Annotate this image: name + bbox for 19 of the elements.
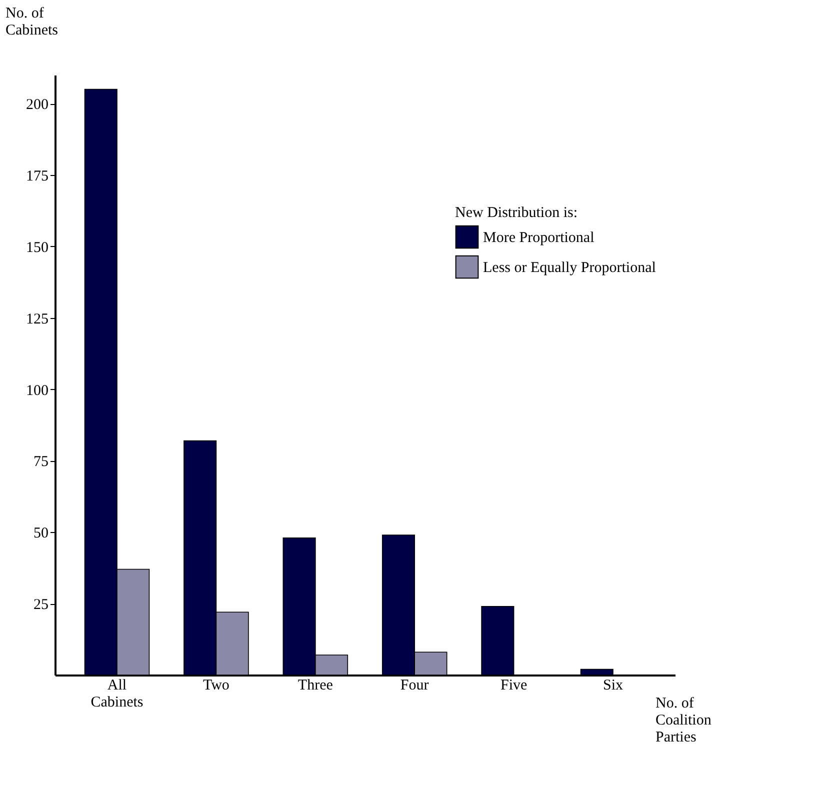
legend-title: New Distribution is: <box>455 205 578 221</box>
y-tick-label: 150 <box>26 240 48 256</box>
x-tick-label: Three <box>298 678 334 694</box>
y-tick-label: 125 <box>26 311 48 328</box>
y-tick-label: 200 <box>26 97 48 114</box>
x-tick-label: Four <box>400 678 429 694</box>
y-tick-label: 75 <box>34 454 48 470</box>
x-tick-label: Six <box>602 678 624 694</box>
legend-label: Less or Equally Proportional <box>483 260 656 276</box>
x-tick-label: Two <box>202 678 230 694</box>
y-tick-label: 100 <box>26 382 48 399</box>
y-axis-title: No. of Cabinets <box>6 6 58 38</box>
legend-label: More Proportional <box>483 230 594 246</box>
x-tick-label: All Cabinets <box>90 678 144 710</box>
y-tick-label: 50 <box>34 526 48 542</box>
x-axis-title: No. of Coalition Parties <box>656 696 712 746</box>
y-tick-label: 25 <box>34 597 48 614</box>
x-tick-label: Five <box>500 678 528 694</box>
y-tick-label: 175 <box>26 168 48 184</box>
